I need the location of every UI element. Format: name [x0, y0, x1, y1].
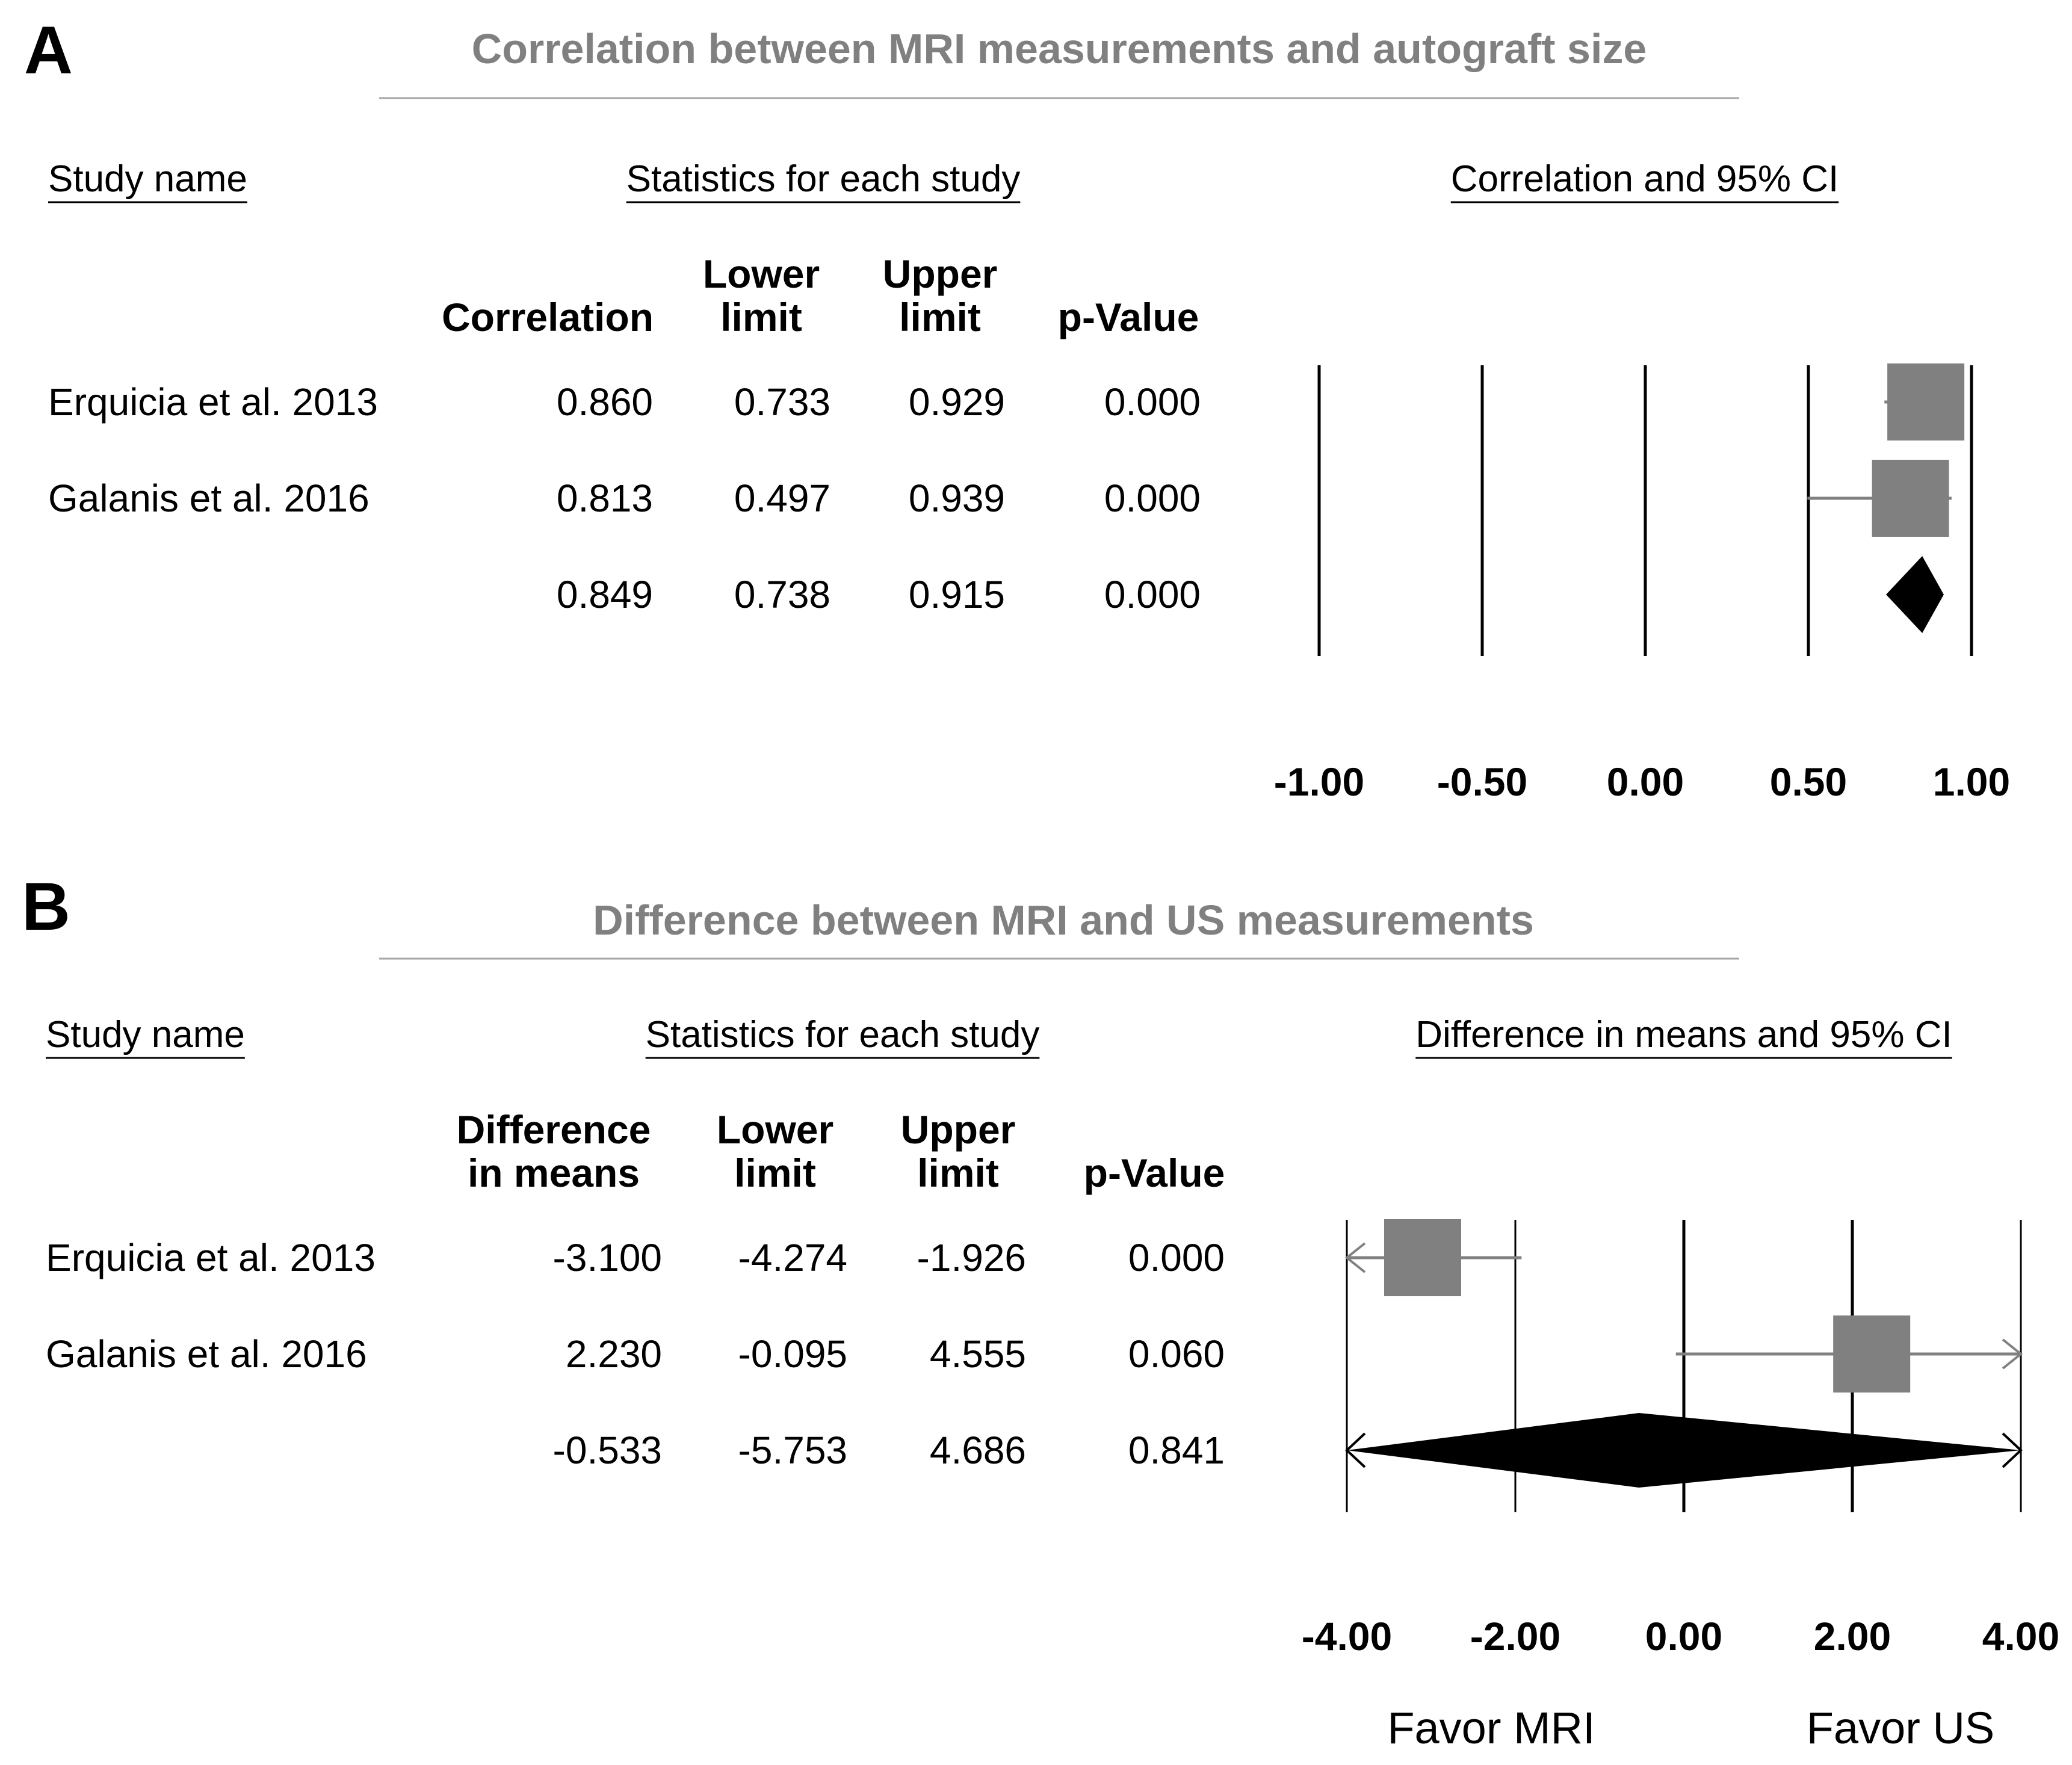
point-estimate-b-0 [1384, 1219, 1461, 1296]
statistics-header-a: Statistics for each study [626, 158, 1021, 200]
panel-label-a: A [24, 13, 73, 88]
tick-label-a-0: -1.00 [1274, 759, 1364, 804]
table-cell-b-1-2: 4.555 [930, 1332, 1026, 1376]
table-cell-a-2-1: 0.738 [734, 573, 830, 616]
column-header-a-1-line2: limit [720, 295, 802, 339]
column-header-b-3-line2: p-Value [1084, 1151, 1225, 1195]
column-header-b-1-line1: Lower [717, 1107, 833, 1152]
column-header-a-2-line2: limit [899, 295, 981, 339]
statistics-header-b: Statistics for each study [646, 1014, 1040, 1056]
tick-label-a-3: 0.50 [1770, 759, 1847, 804]
table-cell-b-2-0: -0.533 [553, 1429, 662, 1472]
table-cell-a-0-3: 0.000 [1104, 380, 1201, 424]
chart-title-a: Correlation between MRI measurements and… [472, 25, 1647, 72]
favor-left-label-b: Favor MRI [1387, 1703, 1595, 1753]
table-cell-a-2-3: 0.000 [1104, 573, 1201, 616]
table-cell-b-0-0: -3.100 [553, 1236, 662, 1279]
table-cell-a-1-0: 0.813 [557, 477, 653, 520]
summary-arrow-right-b [2002, 1432, 2023, 1468]
point-estimate-b-1 [1833, 1315, 1911, 1393]
table-cell-b-1-0: 2.230 [566, 1332, 662, 1376]
table-cell-b-0-2: -1.926 [917, 1236, 1026, 1279]
column-header-b-0-line1: Difference [457, 1107, 651, 1152]
table-cell-a-1-2: 0.939 [909, 477, 1005, 520]
study-name-b-0: Erquicia et al. 2013 [46, 1236, 376, 1279]
point-estimate-a-1 [1872, 460, 1949, 537]
panel-b: B Difference between MRI and US measureme… [22, 869, 2059, 1753]
tick-label-a-4: 1.00 [1933, 759, 2010, 804]
table-cell-a-0-0: 0.860 [557, 380, 653, 424]
column-header-a-3-line2: p-Value [1058, 295, 1199, 339]
column-header-a-0-line2: Correlation [442, 295, 654, 339]
point-estimate-a-0 [1887, 363, 1965, 440]
table-cell-a-2-0: 0.849 [557, 573, 653, 616]
tick-label-a-2: 0.00 [1607, 759, 1684, 804]
column-header-a-1-line1: Lower [703, 252, 820, 296]
table-cell-b-0-1: -4.274 [738, 1236, 847, 1279]
column-header-b-2-line1: Upper [901, 1107, 1016, 1152]
study-name-header-b: Study name [46, 1014, 245, 1056]
tick-label-b-2: 0.00 [1645, 1614, 1722, 1658]
tick-label-b-3: 2.00 [1814, 1614, 1891, 1658]
plot-header-a: Correlation and 95% CI [1451, 158, 1839, 200]
summary-diamond-a [1885, 556, 1944, 633]
table-cell-a-1-1: 0.497 [734, 477, 830, 520]
column-header-b-1-line2: limit [734, 1151, 816, 1195]
summary-arrow-left-b [1345, 1432, 1366, 1468]
table-cell-a-0-1: 0.733 [734, 380, 830, 424]
favor-right-label-b: Favor US [1807, 1703, 1995, 1753]
summary-diamond-b [1347, 1413, 2021, 1488]
study-name-header-a: Study name [48, 158, 247, 200]
table-cell-b-2-2: 4.686 [930, 1429, 1026, 1472]
plot-header-b: Difference in means and 95% CI [1415, 1014, 1952, 1056]
tick-label-b-4: 4.00 [1982, 1614, 2059, 1658]
ci-arrow-left-b-0 [1344, 1242, 1366, 1273]
tick-label-b-0: -4.00 [1302, 1614, 1392, 1658]
table-cell-b-1-3: 0.060 [1128, 1332, 1225, 1376]
tick-label-b-1: -2.00 [1470, 1614, 1560, 1658]
tick-label-a-1: -0.50 [1437, 759, 1527, 804]
table-cell-a-1-3: 0.000 [1104, 477, 1201, 520]
column-header-b-2-line2: limit [917, 1151, 999, 1195]
table-cell-a-2-2: 0.915 [909, 573, 1005, 616]
table-cell-b-2-1: -5.753 [738, 1429, 847, 1472]
panel-a: A Correlation between MRI measurements an… [24, 13, 2010, 804]
study-name-b-1: Galanis et al. 2016 [46, 1332, 367, 1376]
ci-arrow-right-b-1 [2002, 1338, 2023, 1370]
chart-title-b: Difference between MRI and US measuremen… [593, 897, 1534, 944]
table-cell-b-1-1: -0.095 [738, 1332, 847, 1376]
table-cell-b-2-3: 0.841 [1128, 1429, 1225, 1472]
table-cell-b-0-3: 0.000 [1128, 1236, 1225, 1279]
table-cell-a-0-2: 0.929 [909, 380, 1005, 424]
panel-label-b: B [22, 869, 70, 944]
column-header-b-0-line2: in means [468, 1151, 640, 1195]
study-name-a-1: Galanis et al. 2016 [48, 477, 370, 520]
column-header-a-2-line1: Upper [883, 252, 998, 296]
study-name-a-0: Erquicia et al. 2013 [48, 380, 378, 424]
